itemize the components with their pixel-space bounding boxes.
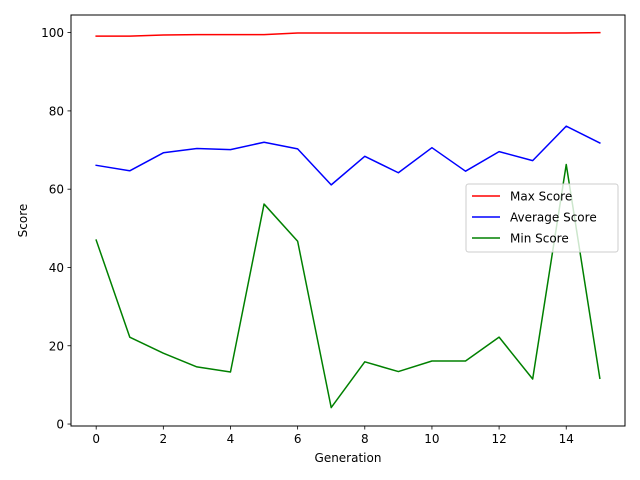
legend-label: Max Score — [510, 190, 572, 204]
plot-frame — [70, 14, 626, 427]
series-layer — [95, 31, 601, 409]
x-tick-label: 8 — [361, 432, 369, 446]
x-tick-label: 14 — [559, 432, 574, 446]
y-tick-label: 40 — [49, 261, 64, 275]
y-tick-label: 60 — [49, 183, 64, 197]
y-tick-label: 100 — [41, 26, 64, 40]
x-tick-label: 10 — [424, 432, 439, 446]
series-line-min-score — [95, 163, 601, 409]
x-tick-label: 12 — [491, 432, 506, 446]
y-tick-label: 0 — [56, 418, 64, 432]
y-axis-label: Score — [16, 204, 30, 238]
legend-label: Average Score — [510, 211, 597, 225]
series-line-average-score — [95, 125, 601, 186]
legend-box — [465, 183, 619, 253]
y-tick-label: 20 — [49, 339, 64, 353]
x-tick-label: 4 — [227, 432, 235, 446]
x-tick-label: 0 — [92, 432, 100, 446]
x-axis-label: Generation — [315, 451, 382, 465]
series-line-max-score — [95, 31, 601, 37]
legend: Max Score Average Score Min Score — [465, 183, 619, 253]
legend-label: Min Score — [510, 232, 569, 246]
x-tick-label: 6 — [294, 432, 302, 446]
y-tick-label: 80 — [49, 104, 64, 118]
x-tick-label: 2 — [160, 432, 168, 446]
y-axis-ticks: 0 20 40 60 80 100 — [41, 26, 71, 432]
x-axis-ticks: 0 2 4 6 8 10 12 14 — [92, 426, 574, 446]
